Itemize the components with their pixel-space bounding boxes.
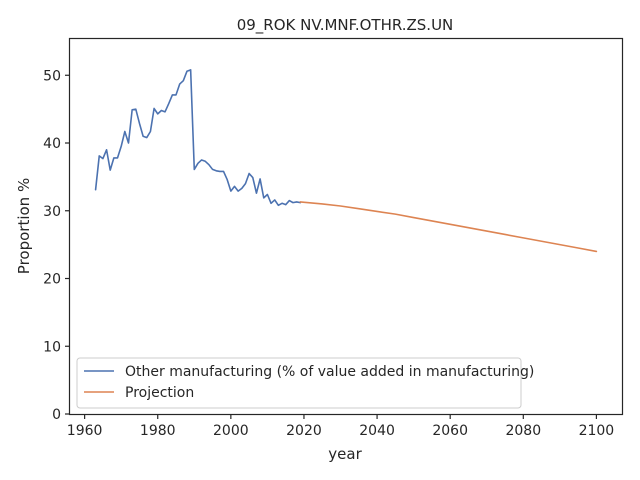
x-tick-label: 2080 <box>505 423 541 439</box>
legend-label-series-1: Projection <box>125 385 194 401</box>
x-tick-label: 1980 <box>140 423 176 439</box>
x-axis-label: year <box>328 445 362 463</box>
y-axis-label: Proportion % <box>15 178 33 274</box>
series-line-0 <box>94 69 302 207</box>
axis-ticks: 1960 1980 2000 2020 2040 2060 2080 2100 0 10 20 30 4… <box>43 68 614 439</box>
x-tick-label: 1960 <box>67 423 103 439</box>
legend-box <box>76 357 522 409</box>
y-tick-label: 0 <box>52 407 61 423</box>
legend: Other manufacturing (% of value added in… <box>76 357 534 409</box>
legend-label-series-0: Other manufacturing (% of value added in… <box>125 364 534 380</box>
x-tick-label: 2040 <box>359 423 395 439</box>
x-tick-label: 2000 <box>213 423 249 439</box>
series-line-1 <box>299 201 598 253</box>
x-tick-label: 2060 <box>432 423 468 439</box>
y-tick-label: 10 <box>43 339 61 355</box>
plot-area <box>94 69 598 253</box>
x-tick-label: 2100 <box>579 423 615 439</box>
x-tick-label: 2020 <box>286 423 322 439</box>
plot-frame <box>68 37 624 416</box>
y-tick-label: 20 <box>43 272 61 288</box>
y-tick-label: 30 <box>43 204 61 220</box>
y-tick-label: 40 <box>43 136 61 152</box>
y-tick-label: 50 <box>43 68 61 84</box>
chart-title: 09_ROK NV.MNF.OTHR.ZS.UN <box>237 16 454 35</box>
